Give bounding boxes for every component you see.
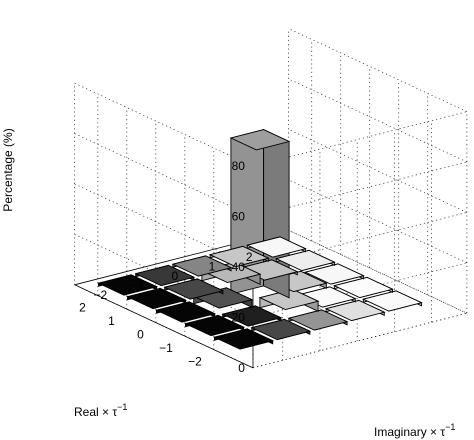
bar	[134, 264, 196, 287]
chart-ticks: 0 20 40 60 80 −2 −1 0 1 2 −2 −1 0 1 2	[79, 159, 253, 375]
imag-tick-label: 0	[171, 269, 178, 283]
bar	[250, 318, 312, 341]
real-tick-label: 1	[108, 314, 115, 328]
bar	[274, 249, 336, 272]
grid-line	[252, 161, 467, 217]
bar	[97, 274, 159, 296]
z-axis-label: Percentage (%)	[1, 128, 15, 211]
grid-line	[252, 212, 467, 268]
z-tick-label: 40	[232, 260, 246, 274]
grid-line	[288, 129, 468, 213]
bar	[171, 255, 233, 277]
bar	[208, 245, 270, 268]
bar-top	[332, 276, 394, 299]
grid-line	[74, 82, 254, 167]
bar-top	[134, 264, 196, 287]
grid-line	[74, 133, 254, 217]
imag-tick-label: −1	[131, 279, 145, 293]
bar	[332, 276, 394, 299]
y-axis-label: Imaginary × τ−1	[374, 422, 455, 439]
real-axis-line	[74, 284, 254, 369]
bar	[184, 314, 246, 337]
z-tick-label: 80	[232, 159, 246, 173]
x-axis-label-text: Real × τ	[74, 405, 117, 419]
bar-top	[361, 290, 423, 312]
bar-top	[303, 263, 365, 285]
grid-line	[252, 312, 467, 369]
bar	[287, 309, 349, 331]
grid-line	[288, 229, 468, 314]
z-tick-label: 20	[232, 310, 246, 324]
real-tick-label: −2	[188, 355, 202, 369]
bar-top	[171, 255, 233, 277]
bar-top	[213, 328, 275, 350]
x-axis-label: Real × τ−1	[74, 402, 127, 419]
grid-line	[288, 78, 468, 163]
bar	[213, 328, 275, 350]
bar-top	[155, 301, 217, 323]
bar	[258, 288, 320, 313]
x-axis-label-sup: −1	[117, 402, 127, 412]
bar-top	[245, 236, 307, 258]
bar-top	[184, 314, 246, 337]
bar-top	[324, 299, 386, 322]
real-tick-label: −1	[159, 341, 173, 355]
bar	[221, 305, 283, 327]
y-axis-label-text: Imaginary × τ	[374, 425, 445, 439]
bar-top	[287, 309, 349, 331]
grid-line	[288, 179, 468, 264]
grid-line	[252, 111, 467, 167]
bar-top	[163, 278, 225, 300]
imag-tick-label: 1	[209, 260, 216, 274]
bar	[361, 290, 423, 312]
bar	[126, 287, 188, 310]
bar-top	[208, 245, 270, 268]
bar	[324, 299, 386, 322]
bar	[245, 236, 307, 258]
bar	[155, 301, 217, 323]
grid-line	[288, 229, 468, 314]
bar-top	[97, 274, 159, 296]
bar-top	[221, 305, 283, 327]
grid-line	[288, 28, 468, 112]
z-tick-label: 0	[238, 361, 245, 375]
imag-tick-label: 2	[246, 250, 253, 264]
bar-top	[274, 249, 336, 272]
y-axis-label-sup: −1	[445, 422, 455, 432]
chart-bars	[97, 128, 423, 350]
imag-tick-label: −2	[94, 288, 108, 302]
bar	[237, 259, 299, 281]
bar	[163, 278, 225, 300]
bar-top	[126, 287, 188, 310]
real-tick-label: 0	[137, 328, 144, 342]
real-tick-label: 2	[79, 301, 86, 315]
z-tick-label: 60	[232, 210, 246, 224]
bar-top	[229, 129, 291, 151]
bar-top	[250, 318, 312, 341]
